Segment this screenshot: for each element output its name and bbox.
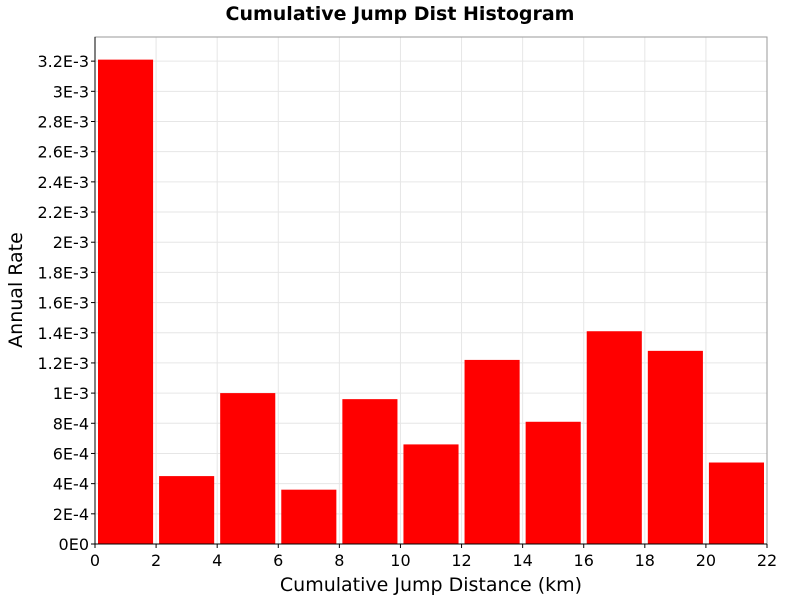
y-tick-label: 2E-3 — [53, 233, 89, 252]
histogram-bar — [708, 462, 764, 544]
histogram-bar — [220, 393, 276, 544]
x-tick-label: 18 — [635, 551, 655, 570]
y-tick-label: 3E-3 — [53, 82, 89, 101]
y-tick-label: 3.2E-3 — [37, 52, 89, 71]
y-tick-label: 1.8E-3 — [37, 263, 89, 282]
y-tick-label: 2.4E-3 — [37, 173, 89, 192]
x-tick-label: 22 — [757, 551, 777, 570]
y-tick-label: 2.6E-3 — [37, 143, 89, 162]
x-tick-label: 10 — [390, 551, 410, 570]
histogram-bar — [98, 59, 154, 544]
y-tick-label: 1.6E-3 — [37, 294, 89, 313]
x-tick-label: 16 — [574, 551, 594, 570]
chart-title: Cumulative Jump Dist Histogram — [226, 3, 575, 25]
x-tick-label: 6 — [273, 551, 283, 570]
y-tick-label: 1E-3 — [53, 384, 89, 403]
histogram-bar — [342, 399, 398, 544]
x-tick-label: 12 — [451, 551, 471, 570]
x-tick-label: 4 — [212, 551, 222, 570]
bars — [98, 59, 764, 544]
y-tick-label: 8E-4 — [53, 414, 89, 433]
x-tick-label: 20 — [696, 551, 716, 570]
x-axis-label: Cumulative Jump Distance (km) — [280, 574, 582, 596]
y-tick-label: 2.8E-3 — [37, 113, 89, 132]
y-tick-label: 2E-4 — [53, 505, 89, 524]
histogram-bar — [159, 476, 215, 544]
y-tick-label: 1.2E-3 — [37, 354, 89, 373]
y-axis-label: Annual Rate — [5, 232, 27, 348]
histogram-bar — [525, 421, 581, 544]
y-tick-label: 0E0 — [59, 535, 89, 554]
y-tick-label: 6E-4 — [53, 444, 89, 463]
x-tick-label: 8 — [334, 551, 344, 570]
x-tick-label: 14 — [512, 551, 532, 570]
histogram-bar — [281, 489, 337, 544]
histogram-bar — [464, 359, 520, 544]
x-tick-label: 2 — [151, 551, 161, 570]
histogram-bar — [647, 350, 703, 544]
y-tick-label: 4E-4 — [53, 475, 89, 494]
y-tick-label: 2.2E-3 — [37, 203, 89, 222]
y-tick-label: 1.4E-3 — [37, 324, 89, 343]
x-tick-label: 0 — [90, 551, 100, 570]
axis-ticks: 0E0 2E-4 4E-4 6E-4 8E-4 1E-3 1.2E-3 1.4E-3 1.6E-… — [37, 52, 777, 570]
histogram-bar — [403, 444, 459, 544]
histogram-bar — [586, 331, 642, 544]
